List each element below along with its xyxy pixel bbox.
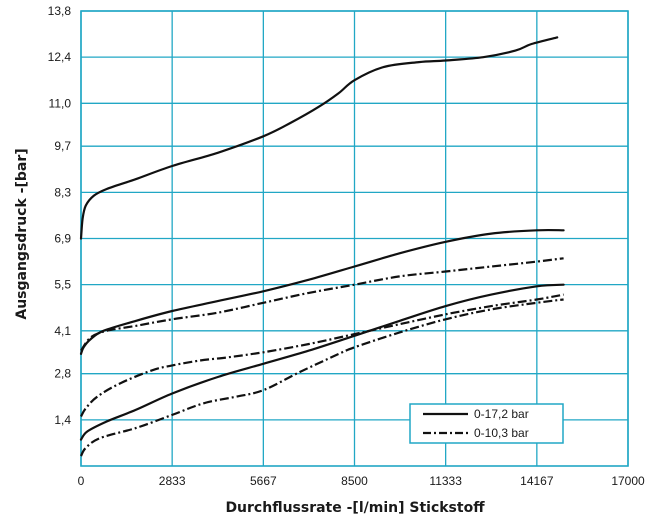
x-tick-label: 5667 bbox=[250, 474, 277, 488]
y-tick-label: 12,4 bbox=[48, 50, 72, 64]
x-tick-label: 0 bbox=[78, 474, 85, 488]
curve-solid-4 bbox=[79, 283, 565, 441]
x-tick-label: 17000 bbox=[611, 474, 645, 488]
y-tick-label: 1,4 bbox=[54, 413, 71, 427]
x-tick-label: 11333 bbox=[429, 474, 462, 488]
curve-solid-1 bbox=[79, 36, 559, 240]
curve-dashdot-3 bbox=[80, 257, 564, 352]
chart-legend: 0-17,2 bar 0-10,3 bar bbox=[409, 403, 564, 444]
y-tick-label: 6,9 bbox=[54, 232, 71, 246]
x-axis-tick-labels: 0 2833 5667 8500 11333 14167 17000 bbox=[78, 474, 645, 488]
y-tick-label: 11,0 bbox=[49, 96, 72, 110]
curve-solid-2 bbox=[79, 228, 565, 355]
curve-dashdot-5 bbox=[80, 293, 564, 418]
y-axis-tick-labels: 1,4 2,8 4,1 5,5 6,9 8,3 9,7 11,0 12,4 13,8 bbox=[48, 4, 72, 427]
x-tick-label: 2833 bbox=[159, 474, 186, 488]
chart-curves bbox=[79, 36, 565, 457]
x-tick-label: 8500 bbox=[341, 474, 368, 488]
legend-box bbox=[409, 403, 564, 444]
chart-grid bbox=[80, 10, 629, 467]
y-tick-label: 9,7 bbox=[54, 139, 71, 153]
x-axis-title: Durchflussrate -[l/min] Stickstoff bbox=[225, 500, 485, 516]
y-tick-label: 13,8 bbox=[48, 4, 72, 18]
y-axis-title: Ausgangsdruck -[bar] bbox=[14, 148, 30, 319]
y-tick-label: 8,3 bbox=[54, 185, 71, 199]
legend-label-solid: 0-17,2 bar bbox=[474, 407, 529, 421]
y-tick-label: 2,8 bbox=[54, 367, 71, 381]
y-tick-label: 4,1 bbox=[54, 324, 71, 338]
legend-label-dashdot: 0-10,3 bar bbox=[474, 426, 529, 440]
x-tick-label: 14167 bbox=[520, 474, 554, 488]
y-tick-label: 5,5 bbox=[54, 278, 71, 292]
curve-dashdot-6 bbox=[80, 298, 564, 457]
